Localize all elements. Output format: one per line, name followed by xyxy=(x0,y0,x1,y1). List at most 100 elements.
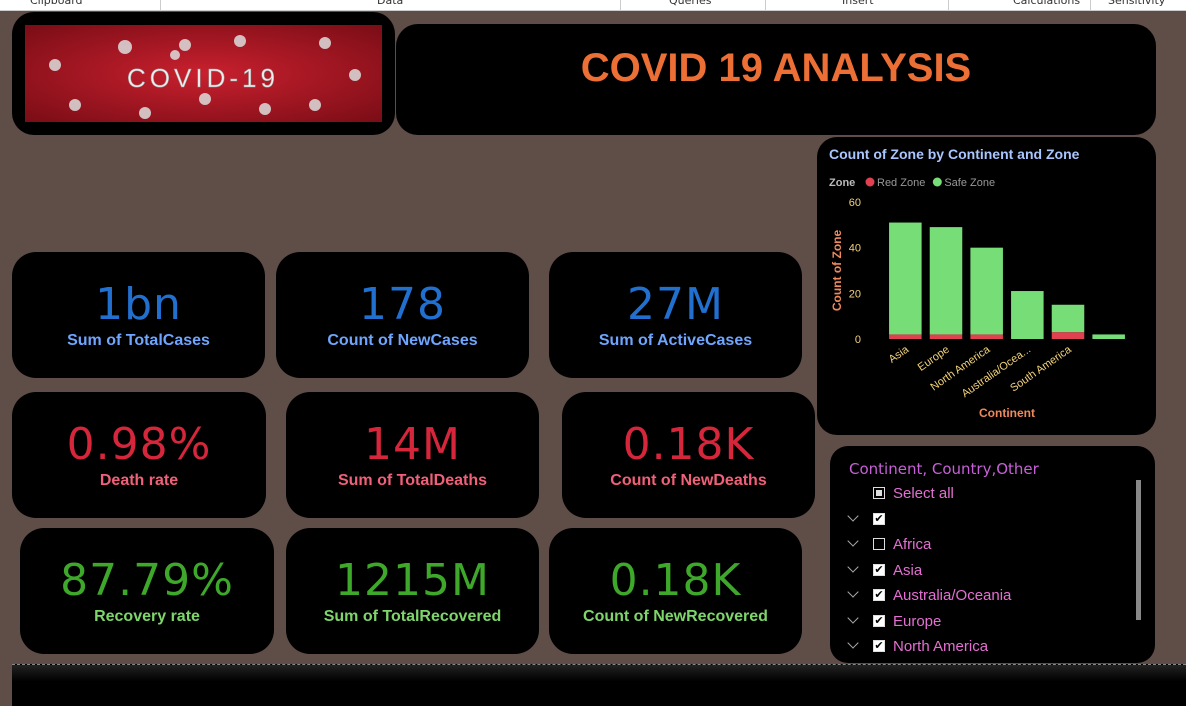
kpi-value: 0.98% xyxy=(66,419,212,470)
x-axis-label: Continent xyxy=(979,406,1035,420)
legend-label: Safe Zone xyxy=(944,177,995,189)
scrollbar[interactable] xyxy=(1136,480,1141,620)
kpi-card: 14M Sum of TotalDeaths xyxy=(286,392,539,518)
banner-box: COVID-19 xyxy=(12,12,395,135)
chart-box: Count of Zone by Continent and Zone Zone R… xyxy=(817,137,1156,435)
ribbon-tab[interactable]: Clipboard xyxy=(30,0,83,7)
checkbox[interactable]: ✔ xyxy=(873,614,885,627)
ribbon-separator xyxy=(620,0,621,10)
dashboard-title: COVID 19 ANALYSIS xyxy=(580,46,972,90)
kpi-label: Sum of TotalDeaths xyxy=(337,472,488,489)
x-tick-label: Australia/Ocea... xyxy=(960,344,1034,400)
item-label: Australia/Oceania xyxy=(893,587,1012,604)
checkbox[interactable]: ✔ xyxy=(873,589,885,601)
kpi-value: 1bn xyxy=(95,279,182,330)
kpi-card: 0.98% Death rate xyxy=(12,392,266,518)
kpi-label: Sum of TotalRecovered xyxy=(323,608,502,625)
y-tick-label: 0 xyxy=(855,334,861,346)
kpi-card: 178 Count of NewCases xyxy=(276,252,529,378)
slicer-item[interactable]: ✔ Europe xyxy=(847,611,1129,631)
slicer-item[interactable]: ✔ North America xyxy=(847,637,1129,656)
checkbox[interactable]: ✔ xyxy=(873,512,885,525)
kpi-value: 0.18K xyxy=(622,419,755,470)
ribbon-separator xyxy=(1090,0,1091,10)
ribbon-tab[interactable]: Data xyxy=(377,0,404,7)
item-label: Asia xyxy=(893,561,923,579)
legend-marker xyxy=(865,177,875,187)
kpi-value: 87.79% xyxy=(60,555,234,606)
y-tick-label: 20 xyxy=(849,288,861,300)
kpi-card: 27M Sum of ActiveCases xyxy=(549,252,802,378)
slicer-item[interactable]: ✔ xyxy=(847,509,1129,529)
slicer-title: Continent, Country,Other xyxy=(849,460,1039,478)
item-label: North America xyxy=(893,638,989,655)
footer-bar xyxy=(12,664,1186,706)
bar-segment xyxy=(889,222,922,335)
expand-chevron[interactable] xyxy=(847,560,859,573)
ribbon-tab[interactable]: Queries xyxy=(669,0,712,7)
expand-chevron[interactable] xyxy=(847,535,859,547)
ribbon-tab[interactable]: Sensitivity xyxy=(1108,0,1166,7)
expand-chevron[interactable] xyxy=(847,611,859,624)
item-label: Europe xyxy=(893,612,942,630)
kpi-value: 178 xyxy=(359,279,446,330)
expand-chevron[interactable] xyxy=(847,586,859,598)
ribbon-separator xyxy=(160,0,161,10)
banner-image: COVID-19 xyxy=(25,25,382,122)
bar-segment xyxy=(970,247,1003,335)
ribbon-tab[interactable]: Insert xyxy=(842,0,874,7)
kpi-label: Count of NewRecovered xyxy=(583,608,768,625)
slicer-item[interactable]: ✔ Asia xyxy=(847,560,1129,580)
expand-chevron[interactable] xyxy=(847,509,859,522)
slicer-item[interactable]: Select all xyxy=(849,485,1129,503)
kpi-card: 1215M Sum of TotalRecovered xyxy=(286,528,539,654)
expand-chevron[interactable] xyxy=(847,637,859,649)
checkbox[interactable] xyxy=(873,487,885,499)
y-axis-label: Count of Zone xyxy=(830,230,844,312)
bar-segment xyxy=(1011,291,1044,339)
bar-segment xyxy=(1051,304,1085,333)
y-tick-label: 40 xyxy=(849,243,861,255)
kpi-value: 0.18K xyxy=(609,555,742,606)
legend-title: Zone xyxy=(829,177,855,189)
bar-segment xyxy=(1051,332,1085,339)
ribbon-separator xyxy=(765,0,766,10)
bar-segment xyxy=(1092,334,1125,339)
kpi-label: Sum of ActiveCases xyxy=(598,332,753,349)
chart-title: Count of Zone by Continent and Zone xyxy=(829,146,1080,162)
ribbon-tab[interactable]: Calculations xyxy=(1013,0,1081,7)
checkbox[interactable]: ✔ xyxy=(873,640,885,652)
kpi-label: Sum of TotalCases xyxy=(67,332,210,349)
legend-marker xyxy=(932,177,942,187)
kpi-card: 0.18K Count of NewRecovered xyxy=(549,528,802,654)
kpi-label: Recovery rate xyxy=(94,608,200,625)
slicer-item[interactable]: ✔ Australia/Oceania xyxy=(847,586,1129,605)
kpi-label: Count of NewDeaths xyxy=(610,472,767,489)
kpi-value: 14M xyxy=(364,419,461,470)
bar-segment xyxy=(889,334,922,339)
kpi-label: Death rate xyxy=(99,472,179,489)
kpi-value: 1215M xyxy=(335,555,490,606)
bar-segment xyxy=(929,227,963,335)
checkbox[interactable] xyxy=(873,538,885,550)
ribbon-separator xyxy=(948,0,949,10)
slicer: Continent, Country,Other Select all ✔ Afri… xyxy=(830,446,1155,663)
kpi-card: 1bn Sum of TotalCases xyxy=(12,252,265,378)
item-label: Select all xyxy=(893,485,954,502)
kpi-value: 27M xyxy=(627,279,724,330)
y-tick-label: 60 xyxy=(849,197,861,209)
x-tick-label: Europe xyxy=(916,344,952,374)
kpi-card: 87.79% Recovery rate xyxy=(20,528,274,654)
slicer-item[interactable]: Africa xyxy=(847,535,1129,554)
title-box: COVID 19 ANALYSIS xyxy=(396,24,1156,135)
ribbon: Clipboard Data Queries Insert Calculations Se… xyxy=(0,0,1186,11)
kpi-card: 0.18K Count of NewDeaths xyxy=(562,392,815,518)
item-label: Africa xyxy=(893,536,932,553)
checkbox[interactable]: ✔ xyxy=(873,563,885,576)
kpi-label: Count of NewCases xyxy=(327,332,478,349)
banner-text: COVID-19 xyxy=(127,63,279,93)
bar-segment xyxy=(970,334,1003,339)
chart: Count of Zone by Continent and Zone Zone R… xyxy=(829,146,1125,420)
bar-segment xyxy=(929,334,963,339)
